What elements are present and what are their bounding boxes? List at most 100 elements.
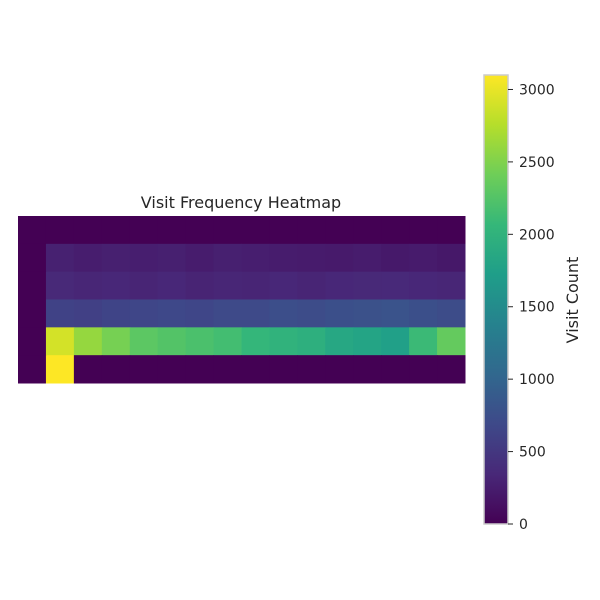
heatmap-cell xyxy=(18,299,47,328)
heatmap-cell xyxy=(213,243,242,273)
heatmap-cell xyxy=(381,327,410,356)
heatmap-cell xyxy=(185,299,215,328)
heatmap-cell xyxy=(185,243,215,273)
heatmap-cell xyxy=(157,243,187,273)
chart-title: Visit Frequency Heatmap xyxy=(141,193,341,212)
heatmap-cell xyxy=(269,355,298,384)
heatmap-cell xyxy=(325,243,354,273)
heatmap-cell xyxy=(437,327,466,356)
heatmap-cell xyxy=(73,271,103,300)
heatmap-cell xyxy=(101,355,131,384)
heatmap-cell xyxy=(269,327,298,356)
heatmap-cell xyxy=(73,243,103,273)
heatmap-cell xyxy=(157,299,187,328)
heatmap-cell xyxy=(45,355,75,384)
heatmap-cell xyxy=(213,327,242,356)
heatmap-cell xyxy=(297,271,326,300)
heatmap-cell xyxy=(73,216,103,245)
heatmap-cell xyxy=(101,327,131,356)
colorbar-gradient xyxy=(483,74,509,525)
heatmap-cell xyxy=(353,243,382,273)
heatmap-cell xyxy=(45,299,75,328)
colorbar-tick-label: 1500 xyxy=(519,300,555,316)
heatmap-cell xyxy=(18,355,47,384)
heatmap-cell xyxy=(269,216,298,245)
heatmap-cell xyxy=(129,243,159,273)
heatmap-cell xyxy=(101,299,131,328)
heatmap-cell xyxy=(297,243,326,273)
heatmap-cell xyxy=(241,327,270,356)
heatmap-cell xyxy=(381,243,410,273)
colorbar-tick-label: 1000 xyxy=(519,372,555,388)
heatmap-cell xyxy=(409,327,438,356)
heatmap-cell xyxy=(101,243,131,273)
heatmap-cell xyxy=(129,327,159,356)
heatmap-grid xyxy=(18,216,466,384)
heatmap-cell xyxy=(213,271,242,300)
heatmap-cell xyxy=(101,271,131,300)
heatmap-cell xyxy=(409,355,438,384)
heatmap-cell xyxy=(213,299,242,328)
heatmap-cell xyxy=(437,243,466,273)
heatmap-cell xyxy=(325,355,354,384)
colorbar-tick-label: 2500 xyxy=(519,155,555,171)
heatmap-cell xyxy=(157,271,187,300)
colorbar-tick-label: 500 xyxy=(519,445,546,461)
heatmap-cell xyxy=(185,271,215,300)
heatmap-cell xyxy=(213,355,242,384)
heatmap-cell xyxy=(269,243,298,273)
heatmap-cell xyxy=(381,355,410,384)
heatmap-cell xyxy=(45,271,75,300)
heatmap-cell xyxy=(241,271,270,300)
heatmap-cell xyxy=(409,243,438,273)
heatmap-cell xyxy=(129,355,159,384)
heatmap-cell xyxy=(353,271,382,300)
heatmap-cell xyxy=(45,243,75,273)
heatmap-cell xyxy=(18,327,47,356)
heatmap-cell xyxy=(73,327,103,356)
heatmap-cell xyxy=(213,216,242,245)
heatmap-cell xyxy=(437,216,466,245)
heatmap-cell xyxy=(157,327,187,356)
heatmap-cell xyxy=(409,271,438,300)
heatmap-cell xyxy=(325,299,354,328)
heatmap-cell xyxy=(381,271,410,300)
heatmap-cell xyxy=(157,216,187,245)
heatmap-cell xyxy=(297,216,326,245)
heatmap-cell xyxy=(101,216,131,245)
heatmap-cell xyxy=(18,243,47,273)
heatmap-cell xyxy=(297,355,326,384)
heatmap-cell xyxy=(241,243,270,273)
heatmap-cell xyxy=(269,299,298,328)
heatmap-cell xyxy=(325,216,354,245)
heatmap-cell xyxy=(241,299,270,328)
heatmap-cell xyxy=(129,216,159,245)
heatmap-cell xyxy=(353,355,382,384)
heatmap-cell xyxy=(185,327,215,356)
heatmap-cell xyxy=(297,327,326,356)
heatmap-cell xyxy=(185,355,215,384)
heatmap-cell xyxy=(325,327,354,356)
heatmap-cell xyxy=(129,299,159,328)
colorbar-tick-label: 3000 xyxy=(519,82,555,98)
heatmap-cell xyxy=(241,216,270,245)
heatmap-cell xyxy=(409,299,438,328)
colorbar-label: Visit Count xyxy=(563,257,582,344)
colorbar: 0 500 1000 1500 2000 2500 3000 Visit Count xyxy=(483,74,582,533)
heatmap-cell xyxy=(45,216,75,245)
colorbar-tick-label: 0 xyxy=(519,517,528,533)
colorbar-tick-label: 2000 xyxy=(519,227,555,243)
heatmap-cell xyxy=(18,271,47,300)
heatmap-cell xyxy=(381,299,410,328)
colorbar-ticks: 0 500 1000 1500 2000 2500 3000 xyxy=(508,82,555,533)
heatmap-cell xyxy=(157,355,187,384)
heatmap-cell xyxy=(185,216,215,245)
heatmap-cell xyxy=(353,327,382,356)
heatmap-cell xyxy=(325,271,354,300)
heatmap-cell xyxy=(18,216,47,245)
heatmap-cell xyxy=(381,216,410,245)
heatmap-cell xyxy=(353,216,382,245)
heatmap-cell xyxy=(73,355,103,384)
heatmap-cell xyxy=(409,216,438,245)
